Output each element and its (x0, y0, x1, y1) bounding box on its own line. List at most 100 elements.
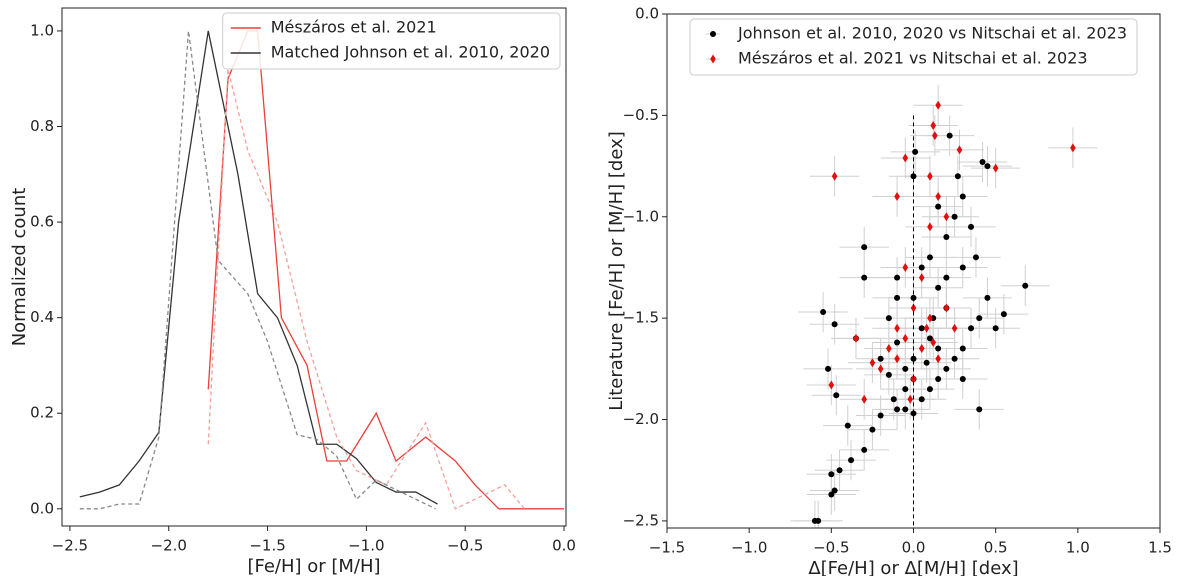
point (968, 223, 975, 230)
point (861, 394, 867, 404)
y-tick-label: 0.0 (635, 5, 659, 23)
point (943, 365, 950, 372)
point (956, 145, 963, 155)
line (207, 30, 565, 510)
point (979, 159, 986, 166)
point (976, 406, 983, 413)
point (894, 354, 900, 364)
line (79, 30, 436, 510)
point (927, 171, 933, 181)
y-axis-label: Normalized count (9, 188, 30, 347)
point (894, 191, 900, 201)
point (831, 171, 838, 181)
point (836, 467, 843, 474)
point (848, 457, 855, 464)
point (831, 487, 838, 494)
point (844, 422, 851, 429)
x-tick-label: −0.5 (447, 537, 483, 555)
point (902, 365, 909, 372)
point (869, 358, 876, 368)
point (935, 375, 942, 382)
point (926, 386, 933, 393)
y-tick-label: 0.4 (30, 308, 54, 326)
x-tick-label: 1.5 (1148, 539, 1172, 557)
legend-label: Johnson et al. 2010, 2020 vs Nitschai et… (737, 24, 1127, 43)
panel: −2.5 −2.0 −1.5 −1.0 −0.5 0.0 0.0 0.2 0.4 0.6 0.8 1.… (9, 7, 576, 576)
point (853, 333, 859, 343)
point (869, 426, 876, 433)
point (935, 203, 942, 210)
x-tick-label: 0.5 (984, 539, 1008, 557)
point (935, 354, 941, 364)
x-tick-label: −1.5 (249, 537, 285, 555)
point (984, 163, 991, 170)
point (890, 396, 897, 403)
point (935, 284, 942, 291)
y-tick-label: 0.2 (30, 404, 54, 422)
legend-label: Mészáros et al. 2021 vs Nitschai et al. … (738, 49, 1088, 68)
point (910, 374, 917, 384)
point (1070, 143, 1076, 153)
legend-label: Mészáros et al. 2021 (271, 18, 437, 37)
point (1022, 282, 1029, 289)
y-tick-label: −2.0 (623, 410, 659, 428)
point (861, 244, 868, 251)
y-tick-label: −2.5 (623, 511, 659, 529)
point (918, 344, 925, 354)
point (943, 212, 950, 222)
point (910, 410, 917, 417)
point (959, 264, 966, 271)
point (910, 355, 917, 362)
point (820, 309, 827, 316)
point (828, 380, 835, 390)
point (886, 344, 892, 354)
x-tick-label: 0.0 (902, 539, 926, 557)
point (923, 359, 930, 366)
y-tick-label: 0.0 (30, 499, 54, 517)
y-tick-label: 0.6 (30, 213, 54, 231)
point (894, 294, 901, 301)
point (902, 153, 909, 163)
point (927, 222, 933, 232)
point (828, 471, 835, 478)
x-tick-label: −1.5 (649, 539, 685, 557)
point (927, 313, 933, 323)
point (885, 315, 892, 322)
point (992, 163, 999, 173)
point (861, 274, 868, 281)
point (902, 262, 909, 272)
point (959, 345, 966, 352)
plot-frame (666, 13, 1161, 529)
plot-area (79, 30, 565, 510)
point (894, 274, 901, 281)
point (943, 274, 950, 281)
point (894, 323, 900, 333)
plot-area (790, 84, 1098, 528)
point (877, 355, 884, 362)
point (894, 406, 901, 413)
point (992, 325, 999, 332)
point (1000, 311, 1007, 318)
line (207, 69, 525, 510)
x-tick-label: 1.0 (1066, 539, 1090, 557)
line (79, 30, 438, 505)
point (828, 491, 835, 498)
point (918, 273, 925, 283)
point (918, 396, 925, 403)
point (951, 213, 958, 220)
point (935, 345, 942, 352)
plot-frame (61, 7, 567, 527)
point (710, 31, 716, 37)
point (935, 191, 941, 201)
y-tick-label: −0.5 (623, 106, 659, 124)
point (935, 100, 941, 110)
point (943, 303, 950, 313)
x-tick-label: −2.0 (151, 537, 187, 555)
point (932, 131, 938, 141)
point (976, 315, 983, 322)
point (984, 294, 991, 301)
legend: Mészáros et al. 2021 Matched Johnson et a… (222, 12, 561, 70)
legend-label: Matched Johnson et al. 2010, 2020 (271, 43, 550, 62)
point (926, 335, 933, 342)
x-axis-label: Δ[Fe/H] or Δ[M/H] [dex] (808, 558, 1018, 576)
